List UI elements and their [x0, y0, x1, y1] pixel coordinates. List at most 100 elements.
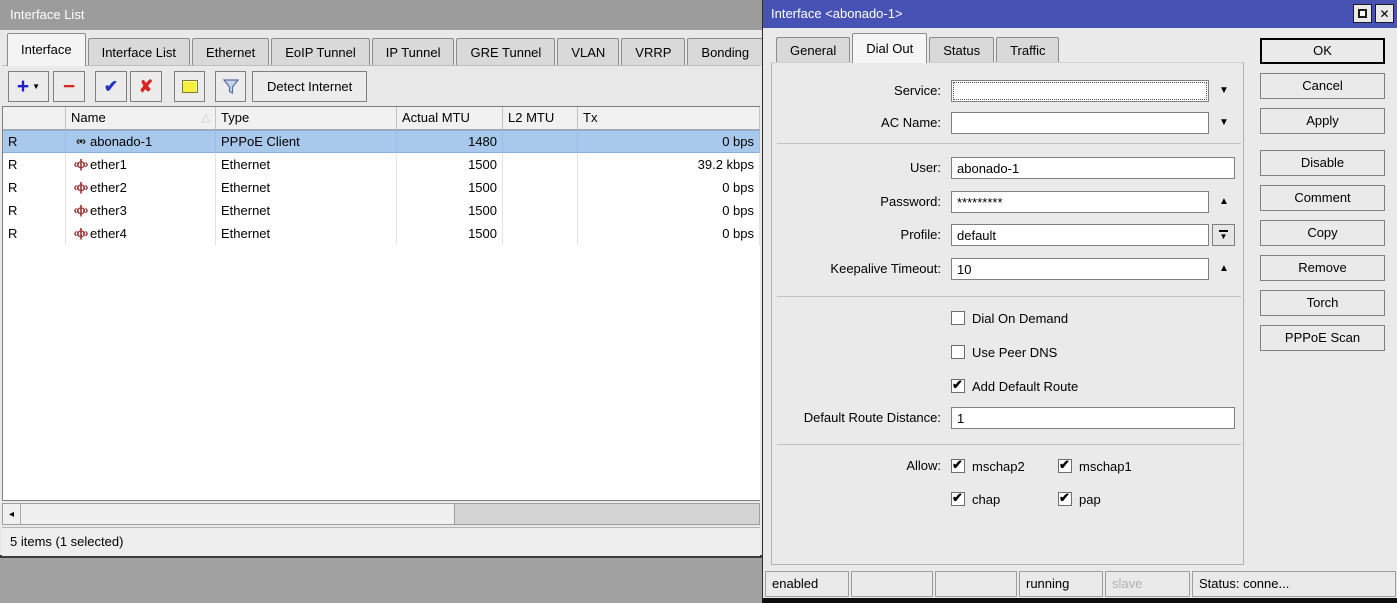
- copy-button[interactable]: Copy: [1260, 220, 1385, 246]
- sort-ascending-icon: △: [201, 112, 210, 124]
- tab-ethernet[interactable]: Ethernet: [192, 38, 270, 66]
- filter-button[interactable]: [215, 71, 246, 102]
- service-label: Service:: [894, 83, 941, 98]
- pap-label: pap: [1079, 491, 1101, 507]
- interface-type: Ethernet: [216, 199, 397, 222]
- table-header-type[interactable]: Type: [216, 107, 397, 129]
- tab-dial-out[interactable]: Dial Out: [852, 33, 928, 63]
- password-input[interactable]: [951, 191, 1209, 213]
- interface-name: ether3: [90, 203, 127, 218]
- separator: [777, 296, 1241, 297]
- interface-type: Ethernet: [216, 176, 397, 199]
- separator: [777, 143, 1241, 144]
- interface-type: Ethernet: [216, 222, 397, 245]
- table-header-l2-mtu[interactable]: L2 MTU: [503, 107, 578, 129]
- minus-icon: −: [62, 74, 76, 98]
- add-button[interactable]: + ▼: [8, 71, 49, 102]
- pppoe-client-icon: ‹•›: [75, 134, 86, 148]
- tab-traffic[interactable]: Traffic: [996, 37, 1060, 63]
- status-running: running: [1019, 571, 1103, 597]
- tab-status[interactable]: Status: [929, 37, 995, 63]
- table-row-ether2[interactable]: R ‹ϕ› ether2 Ethernet 1500 0 bps: [3, 176, 760, 199]
- cancel-button[interactable]: Cancel: [1260, 73, 1385, 99]
- interface-tx: 39.2 kbps: [578, 153, 760, 176]
- allow-chap-row: ✔ chap: [951, 490, 1000, 507]
- torch-button[interactable]: Torch: [1260, 290, 1385, 316]
- comment-button[interactable]: Comment: [1260, 185, 1385, 211]
- table-header-name[interactable]: Name △: [66, 107, 216, 129]
- allow-mschap1-row: ✔ mschap1: [1058, 457, 1132, 474]
- chevron-down-icon: ▼: [32, 81, 41, 91]
- scroll-left-button[interactable]: ◂: [3, 504, 21, 524]
- tab-interface-list[interactable]: Interface List: [87, 38, 191, 66]
- table-row-ether1[interactable]: R ‹ϕ› ether1 Ethernet 1500 39.2 kbps: [3, 153, 760, 176]
- dialog-titlebar[interactable]: Interface <abonado-1> ✕: [763, 0, 1397, 28]
- dial-on-demand-row: ✔ Dial On Demand: [951, 310, 1068, 326]
- interface-tx: 0 bps: [578, 222, 760, 245]
- pppoe-scan-button[interactable]: PPPoE Scan: [1260, 325, 1385, 351]
- dial-on-demand-checkbox[interactable]: ✔: [951, 311, 965, 325]
- horizontal-scrollbar[interactable]: ◂: [2, 503, 760, 525]
- separator: [777, 444, 1241, 445]
- enable-button[interactable]: ✔: [95, 71, 127, 102]
- table-header-flags[interactable]: [3, 107, 66, 129]
- filter-funnel-icon: [222, 78, 239, 94]
- mschap1-label: mschap1: [1079, 458, 1132, 474]
- pap-checkbox[interactable]: ✔: [1058, 490, 1072, 506]
- remove-button[interactable]: −: [53, 71, 85, 102]
- tab-interface[interactable]: Interface: [7, 33, 86, 66]
- service-dropdown-icon[interactable]: ▼: [1219, 85, 1229, 96]
- apply-button[interactable]: Apply: [1260, 108, 1385, 134]
- scrollbar-thumb[interactable]: [21, 504, 455, 524]
- ac-name-input[interactable]: [951, 112, 1209, 134]
- check-icon: ✔: [952, 490, 963, 505]
- comment-button[interactable]: [174, 71, 205, 102]
- keepalive-collapse-icon[interactable]: ▲: [1219, 263, 1229, 274]
- use-peer-dns-checkbox[interactable]: ✔: [951, 345, 965, 359]
- window-titlebar[interactable]: Interface List: [0, 0, 762, 30]
- detect-internet-button[interactable]: Detect Internet: [252, 71, 368, 102]
- comment-note-icon: [181, 80, 198, 93]
- interface-actual-mtu: 1500: [397, 199, 503, 222]
- remove-button[interactable]: Remove: [1260, 255, 1385, 281]
- interface-list-tabbar: Interface Interface List Ethernet EoIP T…: [7, 33, 765, 66]
- default-route-distance-input[interactable]: [951, 407, 1235, 429]
- table-row-abonado-1[interactable]: R ‹•› abonado-1 PPPoE Client 1480 0 bps: [3, 130, 760, 153]
- tab-vrrp[interactable]: VRRP: [621, 38, 686, 66]
- service-input[interactable]: [951, 80, 1209, 102]
- mschap1-checkbox[interactable]: ✔: [1058, 457, 1072, 473]
- tab-bonding[interactable]: Bonding: [687, 38, 764, 66]
- tab-ip-tunnel[interactable]: IP Tunnel: [371, 38, 455, 66]
- mschap2-checkbox[interactable]: ✔: [951, 457, 965, 473]
- ok-button[interactable]: OK: [1260, 38, 1385, 64]
- dial-out-panel: [771, 62, 1244, 565]
- check-icon: ✔: [1059, 457, 1070, 472]
- item-count-statusbar: 5 items (1 selected): [2, 527, 760, 556]
- disable-button[interactable]: Disable: [1260, 150, 1385, 176]
- table-header-row: Name △ Type Actual MTU L2 MTU Tx: [3, 107, 760, 130]
- tab-vlan[interactable]: VLAN: [557, 38, 620, 66]
- tab-general[interactable]: General: [776, 37, 851, 63]
- chap-checkbox[interactable]: ✔: [951, 490, 965, 506]
- keepalive-timeout-input[interactable]: [951, 258, 1209, 280]
- password-collapse-icon[interactable]: ▲: [1219, 196, 1229, 207]
- table-row-ether4[interactable]: R ‹ϕ› ether4 Ethernet 1500 0 bps: [3, 222, 760, 245]
- tab-gre-tunnel[interactable]: GRE Tunnel: [456, 38, 556, 66]
- profile-combo-button[interactable]: ▼: [1212, 224, 1235, 246]
- table-header-actual-mtu[interactable]: Actual MTU: [397, 107, 503, 129]
- tab-eoip-tunnel[interactable]: EoIP Tunnel: [271, 38, 370, 66]
- interface-name: abonado-1: [90, 134, 153, 149]
- profile-input[interactable]: [951, 224, 1209, 246]
- interface-name: ether1: [90, 157, 127, 172]
- user-input[interactable]: [951, 157, 1235, 179]
- disable-button[interactable]: ✘: [130, 71, 162, 102]
- ac-name-dropdown-icon[interactable]: ▼: [1219, 117, 1229, 128]
- add-default-route-checkbox[interactable]: ✔: [951, 377, 965, 393]
- use-peer-dns-row: ✔ Use Peer DNS: [951, 344, 1057, 360]
- table-row-ether3[interactable]: R ‹ϕ› ether3 Ethernet 1500 0 bps: [3, 199, 760, 222]
- maximize-button[interactable]: [1353, 4, 1372, 23]
- interface-type: Ethernet: [216, 153, 397, 176]
- close-button[interactable]: ✕: [1375, 4, 1394, 23]
- table-header-tx[interactable]: Tx: [578, 107, 760, 129]
- allow-pap-row: ✔ pap: [1058, 490, 1101, 507]
